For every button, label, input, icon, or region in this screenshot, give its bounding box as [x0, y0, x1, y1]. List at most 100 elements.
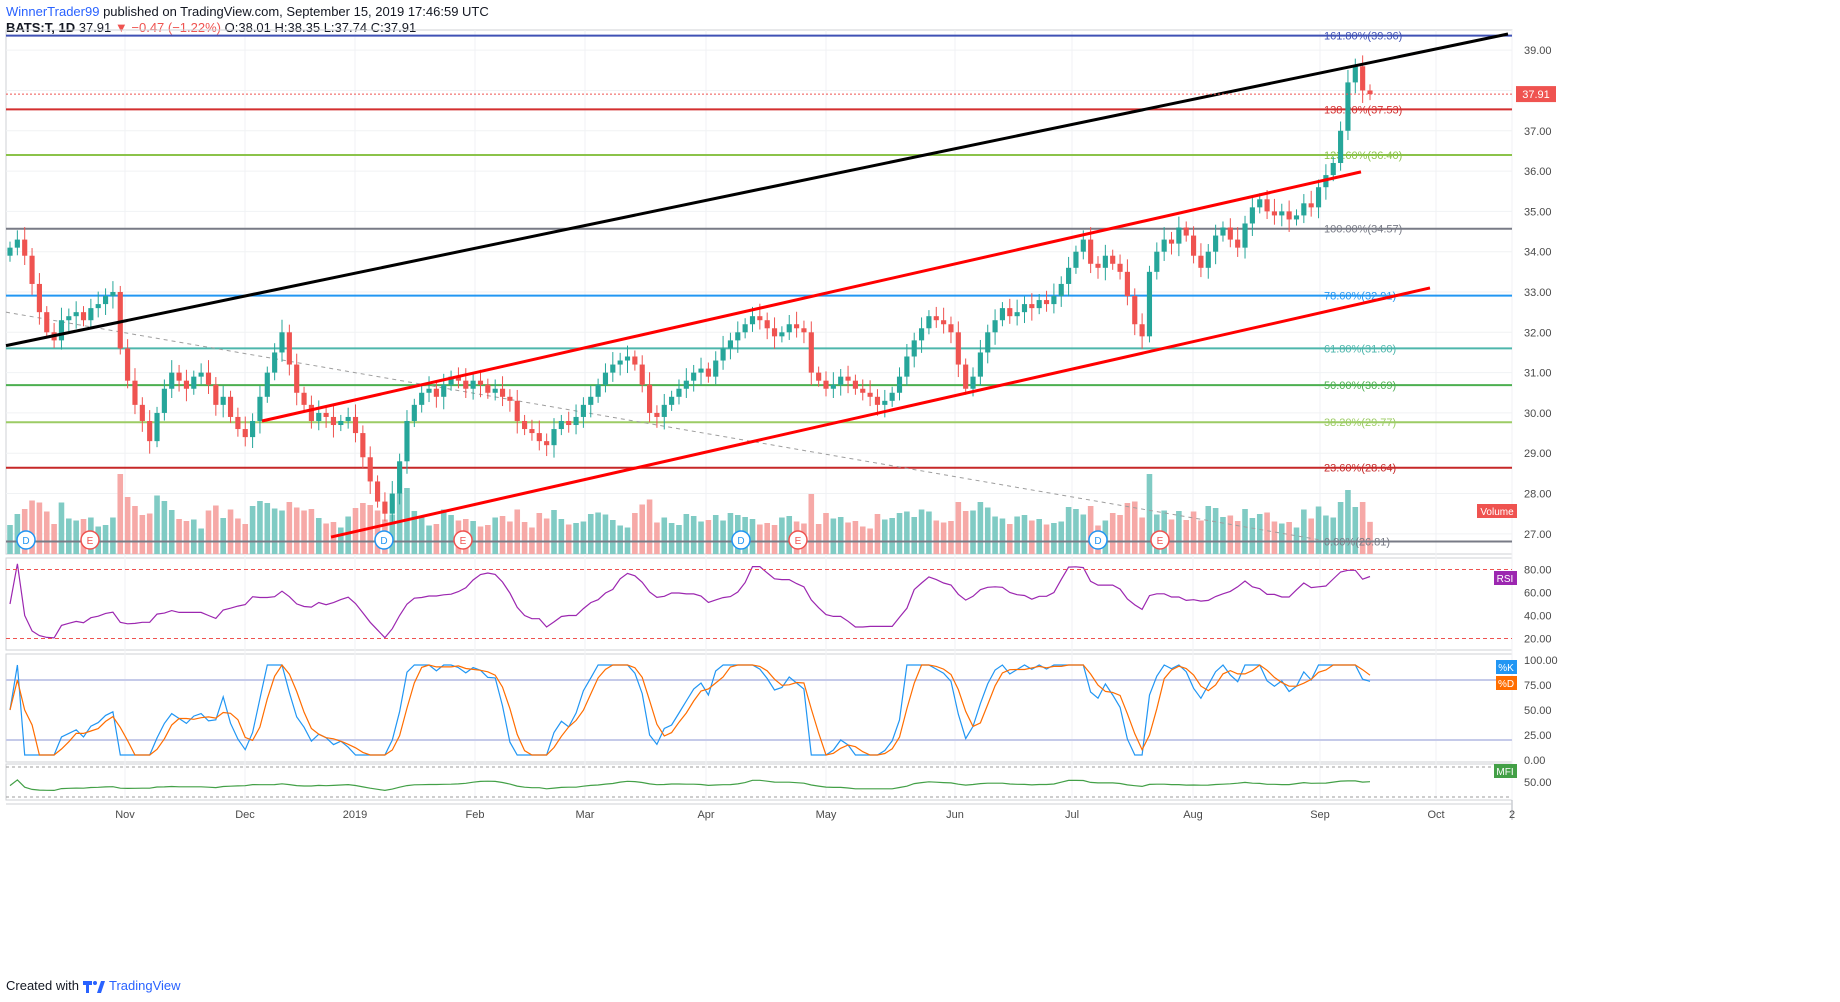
stoch-k-badge [1496, 660, 1517, 674]
event-marker-d [16, 530, 36, 550]
candle-body [661, 404, 667, 417]
event-marker-e [788, 530, 808, 550]
volume-bar [1205, 506, 1212, 554]
last-price-badge [1516, 86, 1556, 103]
price-tick-label: 39.00 [1524, 45, 1552, 57]
candle-body [1073, 251, 1079, 268]
candle-body [433, 388, 439, 397]
volume-bar [727, 513, 734, 554]
volume-bar [764, 523, 770, 554]
candle-body [132, 380, 138, 405]
volume-bar [852, 521, 859, 554]
candle-body [382, 501, 388, 514]
change-value: ▼ −0.47 (−1.22%) [114, 20, 222, 35]
volume-bar [815, 524, 822, 554]
close-value: C:37.91 [370, 20, 417, 35]
candle-body [404, 420, 410, 462]
x-axis-label: Apr [697, 809, 714, 821]
volume-bar [654, 522, 660, 554]
volume-bar [1271, 521, 1278, 554]
volume-bar [1337, 502, 1344, 554]
candle-body [1043, 300, 1050, 305]
candle-body [360, 433, 366, 458]
volume-bar [146, 513, 153, 554]
candle-body [911, 340, 917, 357]
x-axis-label: Feb [466, 809, 485, 821]
candle-body [1271, 211, 1278, 216]
candle-body [617, 360, 623, 365]
candle-body [477, 380, 484, 385]
stoch-tick-label: 100.00 [1524, 655, 1558, 667]
candle-body [676, 388, 682, 397]
candle-body [573, 416, 579, 426]
tradingview-brand[interactable]: TradingView [108, 978, 181, 993]
x-axis-label: Jul [1065, 809, 1079, 821]
volume-bar [1234, 521, 1241, 554]
price-tick-label: 32.00 [1524, 327, 1552, 339]
candle-body [1176, 227, 1182, 244]
volume-bar [521, 522, 528, 554]
candle-body [1338, 130, 1344, 164]
volume-bar [558, 519, 565, 554]
x-axis-label: Mar [576, 809, 595, 821]
candle-body [176, 372, 182, 381]
candle-body [301, 392, 307, 405]
candle-body [860, 388, 866, 393]
rsi-tick-label: 20.00 [1524, 634, 1552, 646]
candle-body [992, 320, 998, 333]
price-tick-label: 31.00 [1524, 368, 1552, 380]
candle-body [1345, 82, 1351, 131]
volume-bar [514, 509, 521, 554]
candle-body [801, 328, 807, 333]
volume-bar [271, 508, 278, 554]
candle-body [963, 364, 969, 389]
volume-bar [779, 517, 785, 554]
candle-body [88, 308, 94, 321]
candle-body [1095, 263, 1101, 268]
candle-body [117, 292, 123, 349]
author-link[interactable]: WinnerTrader99 [6, 4, 100, 19]
tradingview-logo-icon [82, 980, 105, 993]
event-marker-e [453, 530, 473, 550]
candle-body [779, 332, 785, 337]
candle-body [95, 304, 101, 309]
volume-bar [1176, 511, 1182, 554]
candle-body [308, 404, 314, 421]
volume-bar [551, 510, 557, 554]
volume-bar [14, 514, 21, 554]
stoch-tick-label: 75.00 [1524, 680, 1552, 692]
candle-body [448, 376, 454, 385]
candle-body [22, 239, 28, 256]
candle-body [154, 412, 160, 442]
volume-bar [830, 518, 837, 554]
volume-bar [492, 517, 498, 554]
volume-bar [43, 511, 50, 554]
volume-bar [1315, 506, 1322, 554]
volume-bar [1043, 524, 1050, 554]
event-marker-d [731, 530, 751, 550]
volume-bar [499, 516, 506, 554]
volume-bar [257, 501, 263, 554]
candle-body [845, 376, 851, 381]
fib-label: 138.20%(37.53) [1324, 104, 1402, 116]
volume-bar [1256, 514, 1263, 554]
volume-bar [904, 511, 910, 554]
volume-bar [1367, 521, 1373, 554]
volume-bar [448, 515, 454, 554]
low-value: L:37.74 [323, 20, 368, 35]
volume-bar [940, 522, 947, 554]
candle-body [1360, 66, 1366, 91]
candle-body [933, 316, 939, 321]
candle-body [1330, 163, 1336, 176]
volume-bar [374, 510, 381, 554]
mfi-badge-text: MFI [1496, 767, 1513, 778]
volume-bar [418, 516, 425, 554]
volume-bar [970, 510, 976, 554]
volume-bar [1198, 520, 1204, 554]
volume-bar [235, 518, 241, 554]
candle-body [80, 312, 87, 321]
candle-body [183, 380, 190, 389]
volume-bar [911, 517, 918, 554]
volume-bar [992, 516, 998, 554]
